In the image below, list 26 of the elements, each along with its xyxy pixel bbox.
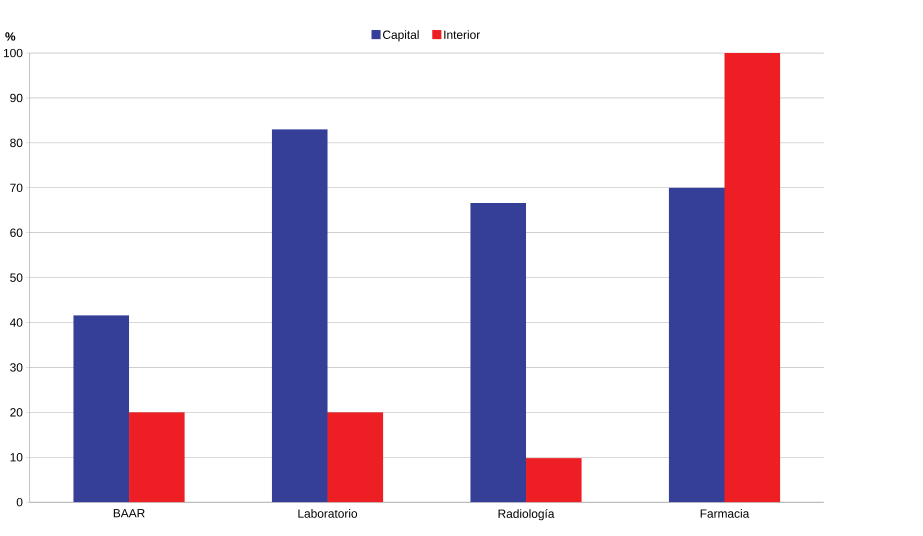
y-axis-title: % xyxy=(5,32,16,41)
y-tick-label: 90 xyxy=(10,94,22,102)
y-tick-label: 50 xyxy=(10,273,22,282)
y-tick-label: 60 xyxy=(10,228,22,237)
y-tick-label: 20 xyxy=(10,408,22,417)
legend-label: Capital xyxy=(383,30,419,42)
x-tick-label: Farmacia xyxy=(700,509,750,518)
y-tick-label: 100 xyxy=(4,48,22,58)
y-tick-label: 70 xyxy=(10,184,22,192)
x-tick-label: Radiología xyxy=(498,509,554,520)
x-tick-label: Laboratorio xyxy=(298,509,358,518)
bar xyxy=(129,412,185,502)
y-tick-label: 40 xyxy=(10,318,22,327)
y-tick-label: 30 xyxy=(10,363,22,372)
bar xyxy=(328,412,384,502)
y-tick-label: 10 xyxy=(10,453,22,462)
bar xyxy=(668,188,725,502)
bar xyxy=(73,315,130,502)
x-tick-label: BAAR xyxy=(114,509,145,518)
legend-label: Interior xyxy=(444,30,480,39)
y-tick-label: 0 xyxy=(16,498,22,506)
bar xyxy=(526,458,582,502)
y-tick-label: 80 xyxy=(10,138,22,148)
bar xyxy=(470,203,526,502)
bar xyxy=(724,53,780,502)
bar xyxy=(272,129,328,502)
